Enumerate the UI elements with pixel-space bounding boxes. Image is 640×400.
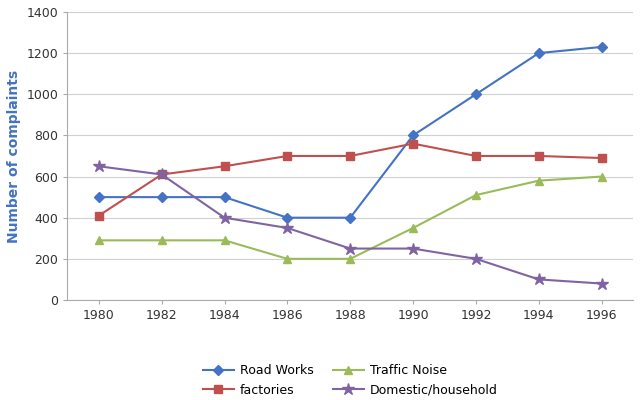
Line: Road Works: Road Works [95, 44, 605, 221]
Domestic/household [221, 215, 228, 220]
Road Works [158, 195, 166, 200]
Traffic Noise [409, 226, 417, 230]
factories [284, 154, 291, 158]
Domestic/household [158, 172, 166, 177]
factories [535, 154, 543, 158]
Domestic/household [598, 281, 605, 286]
Domestic/household [346, 246, 354, 251]
Traffic Noise [95, 238, 102, 243]
Traffic Noise [346, 256, 354, 261]
Road Works [409, 133, 417, 138]
Road Works [598, 44, 605, 49]
Domestic/household [409, 246, 417, 251]
Traffic Noise [535, 178, 543, 183]
factories [346, 154, 354, 158]
Road Works [472, 92, 480, 97]
factories [598, 156, 605, 160]
Domestic/household [535, 277, 543, 282]
Road Works [284, 215, 291, 220]
Road Works [95, 195, 102, 200]
factories [95, 213, 102, 218]
factories [409, 141, 417, 146]
Road Works [346, 215, 354, 220]
Domestic/household [95, 164, 102, 169]
Traffic Noise [598, 174, 605, 179]
Legend: Road Works, factories, Traffic Noise, Domestic/household: Road Works, factories, Traffic Noise, Do… [196, 358, 504, 400]
Y-axis label: Number of complaints: Number of complaints [7, 70, 21, 242]
Line: Domestic/household: Domestic/household [93, 160, 608, 290]
Traffic Noise [221, 238, 228, 243]
Road Works [221, 195, 228, 200]
Road Works [535, 51, 543, 56]
factories [221, 164, 228, 169]
factories [472, 154, 480, 158]
Domestic/household [472, 256, 480, 261]
Traffic Noise [158, 238, 166, 243]
Traffic Noise [284, 256, 291, 261]
Traffic Noise [472, 193, 480, 198]
Domestic/household [284, 226, 291, 230]
Line: factories: factories [95, 140, 606, 220]
factories [158, 172, 166, 177]
Line: Traffic Noise: Traffic Noise [95, 172, 606, 263]
